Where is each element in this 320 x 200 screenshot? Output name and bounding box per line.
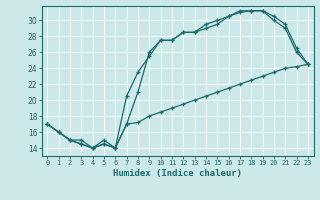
X-axis label: Humidex (Indice chaleur): Humidex (Indice chaleur): [113, 169, 242, 178]
